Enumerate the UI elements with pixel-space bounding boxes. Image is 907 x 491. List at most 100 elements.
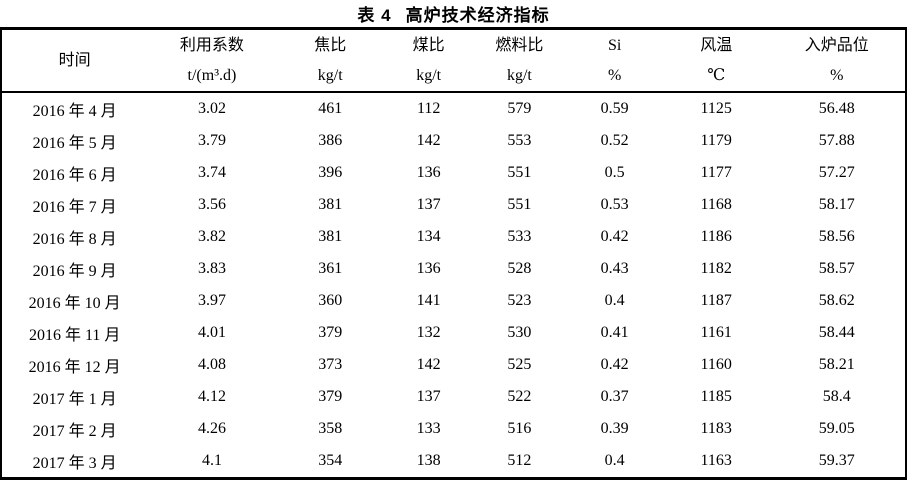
col-header-label: 入炉品位 [804, 36, 869, 54]
table-row: 2016 年 9 月 3.83 361 136 528 0.43 1182 58.57 [2, 253, 905, 285]
table-cell-time: 2016 年 12 月 [28, 359, 121, 376]
col-header-coal-ratio: 煤比 kg/t [383, 30, 474, 93]
col-header-unit: % [830, 66, 844, 84]
table-cell: 58.57 [818, 260, 855, 277]
col-header-fuel-ratio: 燃料比 kg/t [473, 30, 566, 93]
table-cell: 1125 [700, 100, 732, 117]
table-cell: 136 [416, 260, 441, 277]
table-cell: 142 [416, 132, 441, 149]
table-cell: 137 [416, 388, 441, 405]
table-cell: 58.4 [822, 388, 851, 405]
table-cell: 1163 [700, 452, 732, 469]
table-cell: 3.82 [197, 228, 226, 245]
table-cell: 360 [318, 292, 343, 309]
table-row: 2016 年 7 月 3.56 381 137 551 0.53 1168 58.17 [2, 189, 905, 221]
table-cell: 4.12 [197, 388, 226, 405]
col-header-label: 利用系数 [179, 36, 244, 54]
table-row: 2016 年 5 月 3.79 386 142 553 0.52 1179 57.88 [2, 125, 905, 157]
table-cell-time: 2016 年 7 月 [32, 199, 117, 216]
col-header-label: 风温 [700, 36, 733, 54]
table-cell: 3.79 [197, 132, 226, 149]
col-header-time: 时间 [2, 30, 148, 93]
table-cell: 0.4 [604, 452, 625, 469]
table-frame: 时间 利用系数 t/(m³.d) 焦比 kg/t 煤比 kg/t [0, 27, 907, 480]
table-cell: 59.37 [818, 452, 855, 469]
table-cell: 516 [507, 420, 532, 437]
table-cell: 58.62 [818, 292, 855, 309]
table-cell: 522 [507, 388, 532, 405]
table-cell: 551 [507, 164, 532, 181]
table-cell: 0.42 [600, 356, 629, 373]
table-cell: 379 [318, 324, 343, 341]
table-cell: 0.42 [600, 228, 629, 245]
table-cell: 461 [318, 100, 343, 117]
table-row: 2016 年 6 月 3.74 396 136 551 0.5 1177 57.27 [2, 157, 905, 189]
table-row: 2017 年 2 月 4.26 358 133 516 0.39 1183 59.05 [2, 413, 905, 445]
table-cell: 56.48 [818, 100, 855, 117]
table-cell: 4.1 [201, 452, 222, 469]
table-cell: 141 [416, 292, 441, 309]
table-cell: 0.43 [600, 260, 629, 277]
table-cell: 0.39 [600, 420, 629, 437]
table-cell: 57.88 [818, 132, 855, 149]
table-cell: 1179 [700, 132, 732, 149]
col-header-label: 燃料比 [495, 36, 544, 54]
table-cell: 551 [507, 196, 532, 213]
table-cell: 134 [416, 228, 441, 245]
table-cell: 379 [318, 388, 343, 405]
col-header-coke-ratio: 焦比 kg/t [276, 30, 384, 93]
table-row: 2016 年 8 月 3.82 381 134 533 0.42 1186 58.56 [2, 221, 905, 253]
table-cell: 1160 [700, 356, 732, 373]
col-header-label: 煤比 [412, 36, 445, 54]
table-cell: 381 [318, 228, 343, 245]
table-cell: 3.74 [197, 164, 226, 181]
table-cell: 142 [416, 356, 441, 373]
table-header: 时间 利用系数 t/(m³.d) 焦比 kg/t 煤比 kg/t [2, 30, 905, 93]
table-cell: 58.17 [818, 196, 855, 213]
table-cell-time: 2017 年 3 月 [32, 455, 117, 472]
table-cell: 0.41 [600, 324, 629, 341]
table-cell: 0.52 [600, 132, 629, 149]
col-header-unit: kg/t [416, 66, 442, 84]
table-cell: 58.44 [818, 324, 855, 341]
table-cell: 579 [507, 100, 532, 117]
col-header-blast-temperature: 风温 ℃ [663, 30, 769, 93]
table-cell: 512 [507, 452, 532, 469]
table-cell: 1182 [700, 260, 732, 277]
table-cell-time: 2016 年 10 月 [28, 295, 121, 312]
table-cell: 0.37 [600, 388, 629, 405]
col-header-utilization-coefficient: 利用系数 t/(m³.d) [147, 30, 277, 93]
table-cell-time: 2017 年 1 月 [32, 391, 117, 408]
table-cell-time: 2016 年 11 月 [28, 327, 121, 344]
col-header-unit: ℃ [707, 66, 726, 84]
table-cell: 138 [416, 452, 441, 469]
table-cell: 1185 [700, 388, 732, 405]
col-header-unit: kg/t [506, 66, 532, 84]
table-cell: 3.56 [197, 196, 226, 213]
table-cell: 1187 [700, 292, 732, 309]
table-row: 2016 年 10 月 3.97 360 141 523 0.4 1187 58.62 [2, 285, 905, 317]
table-cell: 136 [416, 164, 441, 181]
table-cell: 0.5 [604, 164, 625, 181]
table-cell-time: 2017 年 2 月 [32, 423, 117, 440]
table-cell: 358 [318, 420, 343, 437]
table-cell: 0.4 [604, 292, 625, 309]
table-cell: 523 [507, 292, 532, 309]
table-row: 2016 年 12 月 4.08 373 142 525 0.42 1160 58.21 [2, 349, 905, 381]
col-header-unit: t/(m³.d) [187, 66, 237, 84]
table-cell: 1183 [700, 420, 732, 437]
table-cell: 4.08 [197, 356, 226, 373]
table-cell: 528 [507, 260, 532, 277]
table-title: 表 4 高炉技术经济指标 [0, 0, 907, 27]
table-cell: 354 [318, 452, 343, 469]
col-header-label: Si [607, 36, 622, 54]
header-row: 时间 利用系数 t/(m³.d) 焦比 kg/t 煤比 kg/t [2, 30, 905, 93]
table-cell-time: 2016 年 5 月 [32, 135, 117, 152]
table-cell: 4.01 [197, 324, 226, 341]
table-cell: 530 [507, 324, 532, 341]
col-header-si: Si % [565, 30, 664, 93]
table-cell: 396 [318, 164, 343, 181]
table-cell: 1177 [700, 164, 732, 181]
col-header-ore-grade: 入炉品位 % [768, 30, 905, 93]
